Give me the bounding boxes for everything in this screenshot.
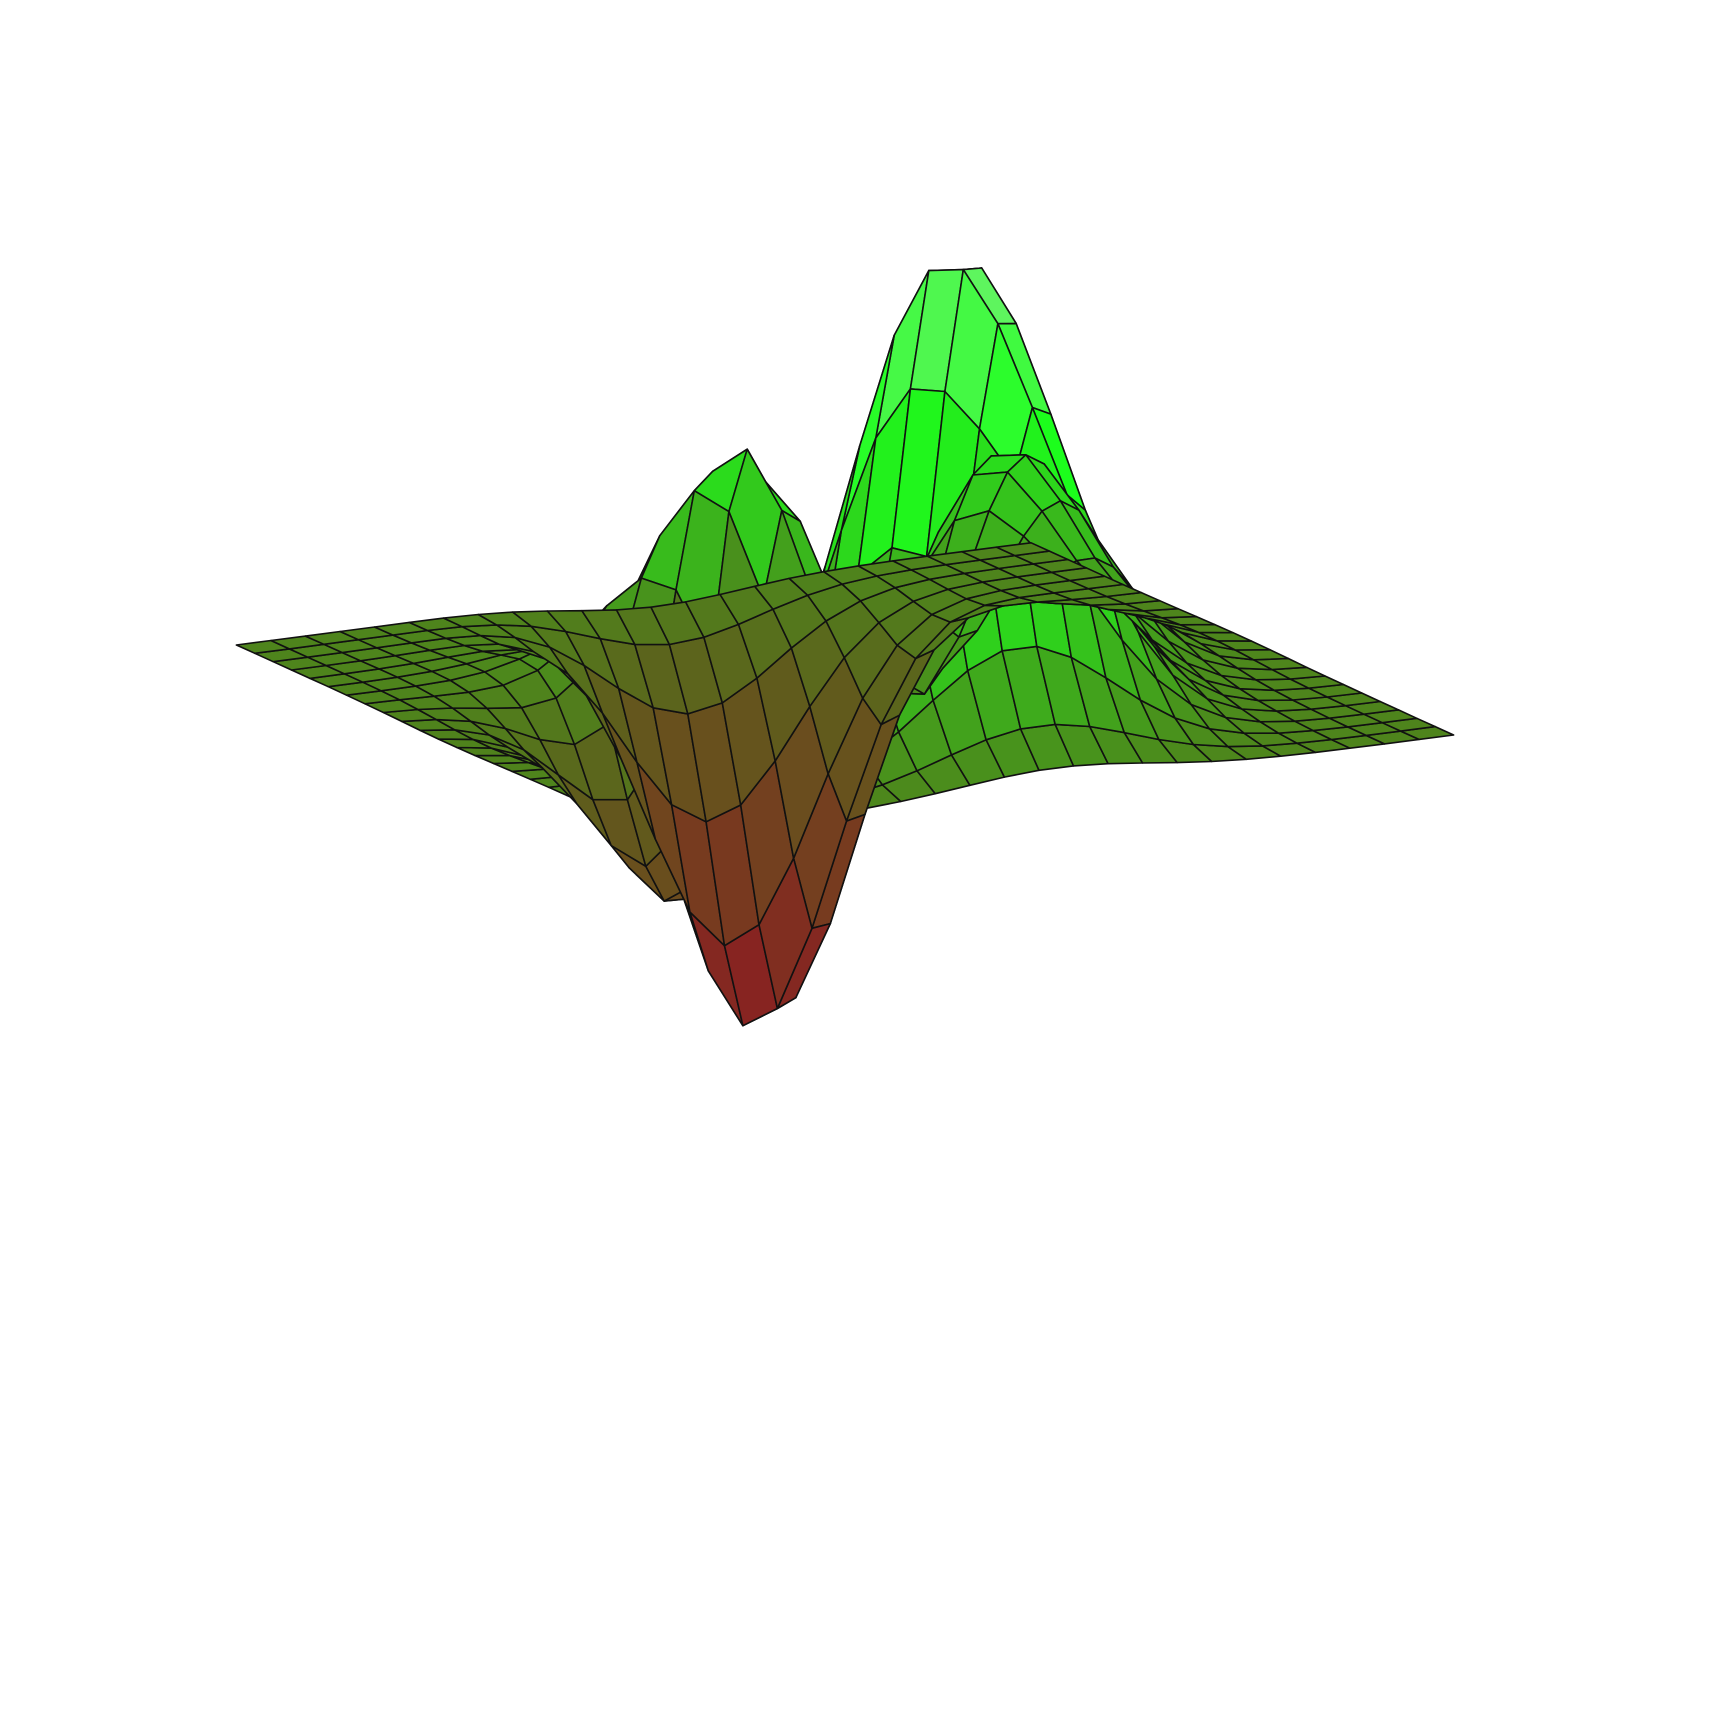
- surface-facet: [995, 541, 1051, 557]
- surface-mesh: [235, 267, 1455, 1027]
